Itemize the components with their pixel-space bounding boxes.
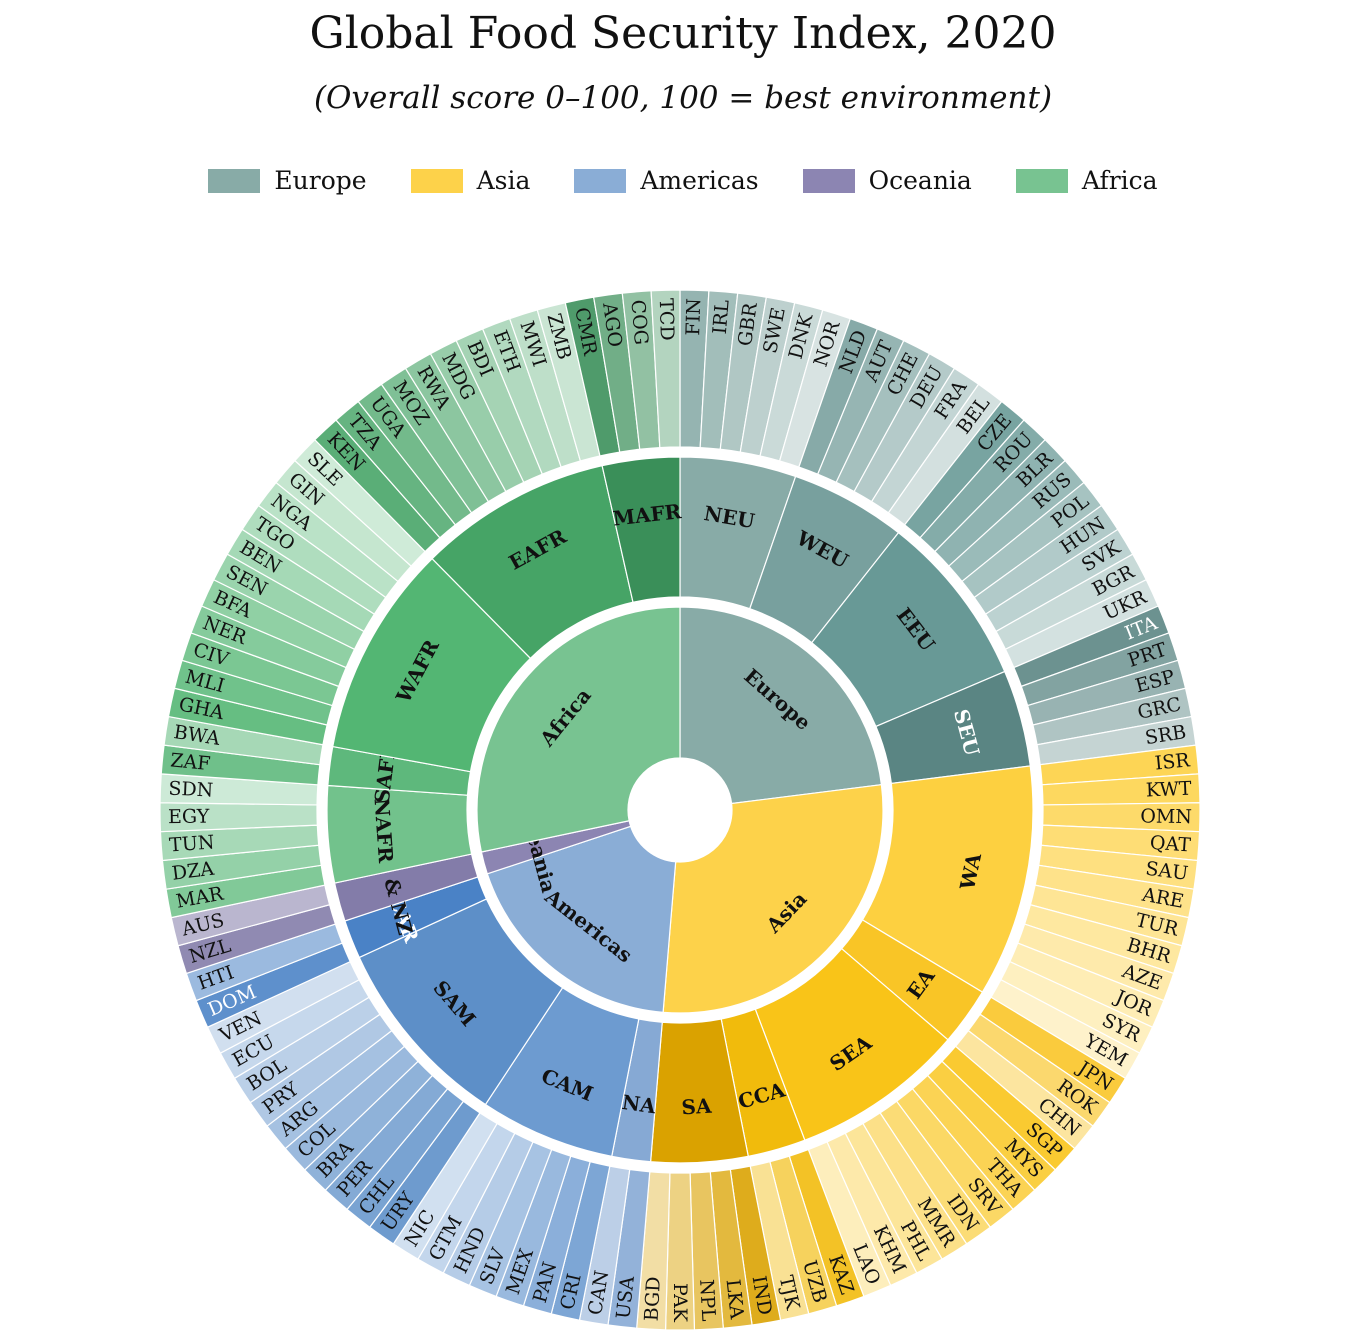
country-label: QAT <box>1149 832 1192 857</box>
country-label: FIN <box>682 298 705 336</box>
country-label: OMN <box>1140 805 1192 828</box>
legend: Europe Asia Americas Oceania Africa <box>0 166 1366 195</box>
country-label: SDN <box>168 778 214 802</box>
country-wedge <box>650 289 681 449</box>
chart-title: Global Food Security Index, 2020 <box>309 8 1057 59</box>
country-label: NPL <box>695 1279 719 1323</box>
country-label: TUN <box>168 831 215 856</box>
region-wedge <box>679 606 883 805</box>
legend-swatch <box>802 168 855 193</box>
legend-item-asia: Asia <box>410 166 531 195</box>
country-label: EGY <box>168 806 210 829</box>
chart-subtitle: (Overall score 0–100, 100 = best environ… <box>313 80 1053 116</box>
legend-item-africa: Africa <box>1015 166 1158 195</box>
country-label: LKA <box>721 1278 747 1320</box>
legend-item-americas: Americas <box>574 166 759 195</box>
legend-swatch <box>1015 168 1068 193</box>
country-label: PAK <box>669 1283 691 1323</box>
country-label: BGD <box>641 1276 665 1322</box>
country-label: KWT <box>1145 778 1192 802</box>
subregion-wedge <box>601 456 681 603</box>
legend-swatch <box>574 168 627 193</box>
region-wedge <box>476 606 681 853</box>
legend-swatch <box>410 168 463 193</box>
legend-label: Europe <box>274 166 367 195</box>
country-label: SAU <box>1144 858 1189 885</box>
country-label: TCD <box>655 298 678 341</box>
legend-swatch <box>208 168 261 193</box>
subregion-label: SA <box>681 1094 713 1120</box>
country-label: DZA <box>171 858 216 885</box>
region-wedge <box>486 825 677 1013</box>
legend-label: Asia <box>476 166 531 195</box>
country-label: IRL <box>709 298 734 335</box>
subregion-label: NA <box>620 1090 657 1119</box>
legend-label: Oceania <box>868 166 972 195</box>
country-label: ISR <box>1154 749 1191 774</box>
legend-label: Africa <box>1081 166 1158 195</box>
country-label: COG <box>626 299 652 346</box>
legend-item-europe: Europe <box>208 166 367 195</box>
region-wedge <box>662 783 884 1014</box>
subregion-label: NAFR <box>370 798 398 865</box>
country-label: ZAF <box>169 749 211 775</box>
country-label: USA <box>612 1275 639 1320</box>
legend-item-oceania: Oceania <box>802 166 972 195</box>
legend-label: Americas <box>640 166 759 195</box>
